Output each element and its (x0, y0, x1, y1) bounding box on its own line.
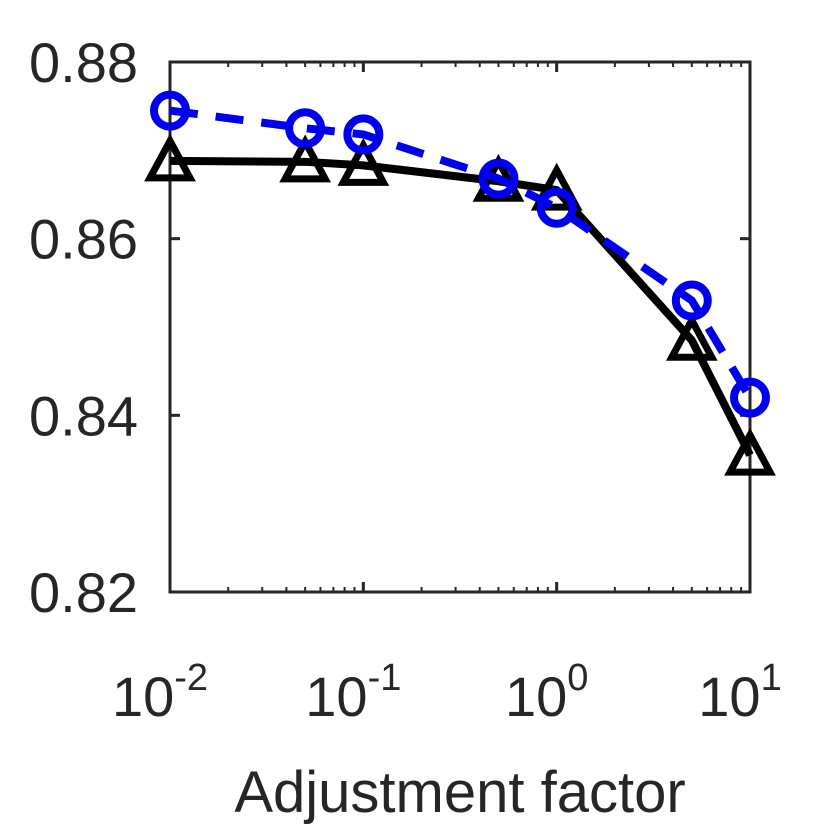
x-tick-labels: 10-2 10-1 100 101 (112, 657, 782, 728)
series-2-point (150, 90, 190, 131)
series-2-point (671, 280, 712, 321)
y-tick-label: 0.88 (29, 31, 138, 94)
series-2-point (285, 108, 326, 149)
y-tick-labels: 0.82 0.84 0.86 0.88 (29, 31, 138, 624)
series-1-point (337, 137, 390, 186)
x-tick-label: 101 (698, 657, 781, 728)
x-tick-label: 10-1 (305, 657, 401, 728)
series-1-point (530, 162, 583, 211)
series-layer (144, 90, 776, 476)
x-axis-label: Adjustment factor (234, 760, 685, 825)
series-2-point (343, 114, 384, 155)
series-2-line (169, 106, 754, 400)
series-1-point (665, 312, 718, 361)
plot-area-frame (168, 60, 752, 594)
series-1-line (169, 156, 754, 457)
x-tick-label: 10-2 (112, 657, 208, 728)
y-tick-label: 0.82 (29, 561, 138, 624)
series-2-point (730, 377, 770, 418)
series-1-point (144, 133, 196, 182)
series-1-point (724, 427, 776, 476)
major-ticks (168, 60, 752, 594)
series-2-point (536, 187, 577, 228)
y-tick-label: 0.84 (29, 384, 138, 447)
series-2-point (478, 158, 519, 199)
series-1-point (279, 134, 332, 183)
y-tick-label: 0.86 (29, 208, 138, 271)
x-tick-label: 100 (505, 657, 588, 728)
